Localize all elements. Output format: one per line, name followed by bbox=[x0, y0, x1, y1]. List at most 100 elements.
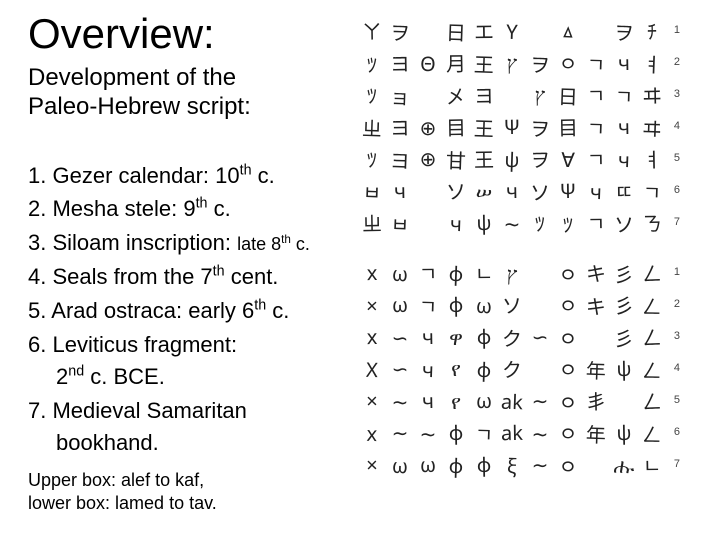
glyph-cell bbox=[414, 191, 442, 192]
glyph-cell: ч bbox=[610, 48, 638, 75]
glyph-cell: 王 bbox=[469, 112, 498, 142]
glyph-cell bbox=[526, 369, 554, 370]
glyph-cell: ク bbox=[498, 353, 527, 382]
chart-row: ㄚヲ日エYㅿヲﾁ1 bbox=[358, 14, 706, 46]
glyph-cell: ∼ bbox=[386, 387, 415, 415]
glyph-cell: ω bbox=[414, 450, 442, 477]
glyph-cell: 月 bbox=[442, 47, 471, 76]
glyph-cell: ץ bbox=[526, 80, 554, 107]
glyph-cell: 王 bbox=[469, 48, 498, 78]
glyph-cell: ㄱ bbox=[609, 80, 638, 110]
glyph-cell: × bbox=[358, 386, 386, 413]
lower-box: xωㄱφㄴץㅇキ彡ㄥ1×ωㄱφωソㅇキ彡ㄥ2x∽чዋφク∽ㅇ彡ㄥ3X∽чየφクㅇ… bbox=[358, 256, 706, 480]
chart-row: ﾂヨ⊕甘王ψヲ∀ㄱчㅕ5 bbox=[358, 142, 706, 174]
glyph-cell: ∼ bbox=[414, 419, 443, 447]
glyph-cell: ㄥ bbox=[638, 257, 667, 286]
row-number: 4 bbox=[666, 362, 680, 374]
glyph-cell: 年 bbox=[581, 354, 610, 384]
row-number: 3 bbox=[666, 88, 680, 100]
page-title: Overview: bbox=[28, 10, 348, 58]
row-number: 2 bbox=[666, 56, 680, 68]
glyph-cell: ㅇ bbox=[553, 450, 582, 480]
row-number: 4 bbox=[666, 120, 680, 132]
glyph-cell: ץ bbox=[498, 259, 527, 287]
glyph-cell: 彡 bbox=[609, 258, 638, 288]
subtitle-line2: Paleo-Hebrew script: bbox=[28, 93, 251, 120]
glyph-cell: × bbox=[358, 450, 386, 477]
glyph-cell: ヨ bbox=[385, 144, 414, 174]
glyph-cell: ץ bbox=[498, 48, 526, 75]
glyph-cell: X bbox=[358, 355, 387, 383]
row-number: 1 bbox=[666, 24, 680, 36]
glyph-cell: ψ bbox=[610, 418, 638, 445]
glyph-cell: ㄱ bbox=[582, 79, 611, 108]
glyph-cell: ч bbox=[610, 145, 639, 173]
glyph-cell: ㅕ bbox=[637, 48, 666, 78]
glyph-cell: ψ bbox=[470, 208, 498, 235]
row-number: 6 bbox=[666, 426, 680, 438]
glyph-cell: ヨ bbox=[386, 111, 415, 140]
glyph-cell: キ bbox=[581, 290, 610, 320]
upper-box: ㄚヲ日エYㅿヲﾁ1ﾂヨΘ月王ץヲㅇㄱчㅕ2ﾂョ㐅ヨץ日ㄱㄱヰ3ㄓヨ⊕目王Ψヲ目ㄱ… bbox=[358, 14, 706, 238]
glyph-cell: x bbox=[358, 322, 386, 349]
glyph-cell: ﾂ bbox=[553, 208, 582, 238]
glyph-cell: ⊕ bbox=[414, 113, 443, 141]
glyph-cell: ∼ bbox=[526, 450, 554, 477]
glyph-cell: x bbox=[358, 419, 387, 447]
glyph-cell: ㄱ bbox=[582, 143, 611, 172]
glyph-cell: ሠ bbox=[470, 177, 499, 205]
glyph-cell: Ψ bbox=[498, 112, 526, 139]
glyph-cell: ∽ bbox=[386, 354, 414, 381]
glyph-cell: ч bbox=[498, 176, 526, 203]
glyph-cell: φ bbox=[442, 290, 470, 317]
chart-row: ×ωωφφξ∼ㅇሑㄴ7 bbox=[358, 448, 706, 480]
glyph-cell: ч bbox=[386, 176, 414, 203]
glyph-cell: ∼ bbox=[498, 209, 527, 237]
glyph-cell: φ bbox=[470, 355, 499, 383]
row-number: 3 bbox=[666, 330, 680, 342]
glyph-cell: ㅇ bbox=[553, 322, 582, 352]
glyph-cell: ヰ bbox=[638, 79, 667, 108]
glyph-cell: የ bbox=[442, 354, 470, 381]
glyph-cell: ak bbox=[498, 418, 526, 445]
glyph-cell: 日 bbox=[553, 80, 582, 110]
chart-row: x∼∼φㄱak∼ㅇ年ψㄥ6 bbox=[358, 416, 706, 448]
glyph-cell: ㅿ bbox=[553, 16, 582, 46]
caption-line2: lower box: lamed to tav. bbox=[28, 493, 217, 513]
glyph-cell: ㄥ bbox=[638, 321, 667, 350]
glyph-cell: x bbox=[358, 258, 386, 285]
glyph-cell: ч bbox=[610, 112, 638, 139]
glyph-cell: ﾂ bbox=[357, 48, 386, 78]
glyph-cell: Ψ bbox=[554, 176, 582, 203]
glyph-cell: ∼ bbox=[526, 386, 554, 413]
glyph-cell: ω bbox=[386, 290, 414, 317]
glyph-cell: ሑ bbox=[610, 451, 639, 479]
glyph-cell: 日 bbox=[441, 16, 470, 46]
glyph-cell: ヲ bbox=[385, 16, 414, 46]
glyph-cell: ㅇ bbox=[553, 386, 582, 416]
subtitle: Development of the Paleo-Hebrew script: bbox=[28, 64, 348, 122]
row-number: 1 bbox=[666, 266, 680, 278]
glyph-cell: × bbox=[358, 291, 387, 319]
glyph-cell: ㄓ bbox=[358, 207, 387, 236]
glyph-cell: ч bbox=[442, 209, 471, 237]
glyph-cell: φ bbox=[442, 259, 471, 287]
glyph-cell: ソ bbox=[525, 176, 554, 206]
glyph-cell: ソ bbox=[442, 175, 471, 204]
glyph-cell: φ bbox=[470, 322, 498, 349]
chart-row: ㄓヨ⊕目王Ψヲ目ㄱчヰ4 bbox=[358, 110, 706, 142]
glyph-cell: ω bbox=[386, 259, 415, 287]
list-item: 3. Siloam inscription: late 8th c. bbox=[28, 227, 348, 259]
glyph-cell: ㅇ bbox=[553, 258, 582, 288]
chart-row: xωㄱφㄴץㅇキ彡ㄥ1 bbox=[358, 256, 706, 288]
chart-row: ×∼чየωak∼ㅇ丯ㄥ5 bbox=[358, 384, 706, 416]
glyph-cell: φ bbox=[442, 451, 471, 479]
glyph-cell: ㄸ bbox=[610, 175, 639, 204]
glyph-cell: φ bbox=[470, 450, 498, 477]
row-number: 7 bbox=[666, 216, 680, 228]
glyph-cell: ㄥ bbox=[637, 418, 666, 448]
glyph-cell: ⊕ bbox=[414, 144, 442, 171]
glyph-cell: ω bbox=[470, 291, 499, 319]
glyph-cell: ㅇ bbox=[554, 289, 583, 318]
row-number: 2 bbox=[666, 298, 680, 310]
